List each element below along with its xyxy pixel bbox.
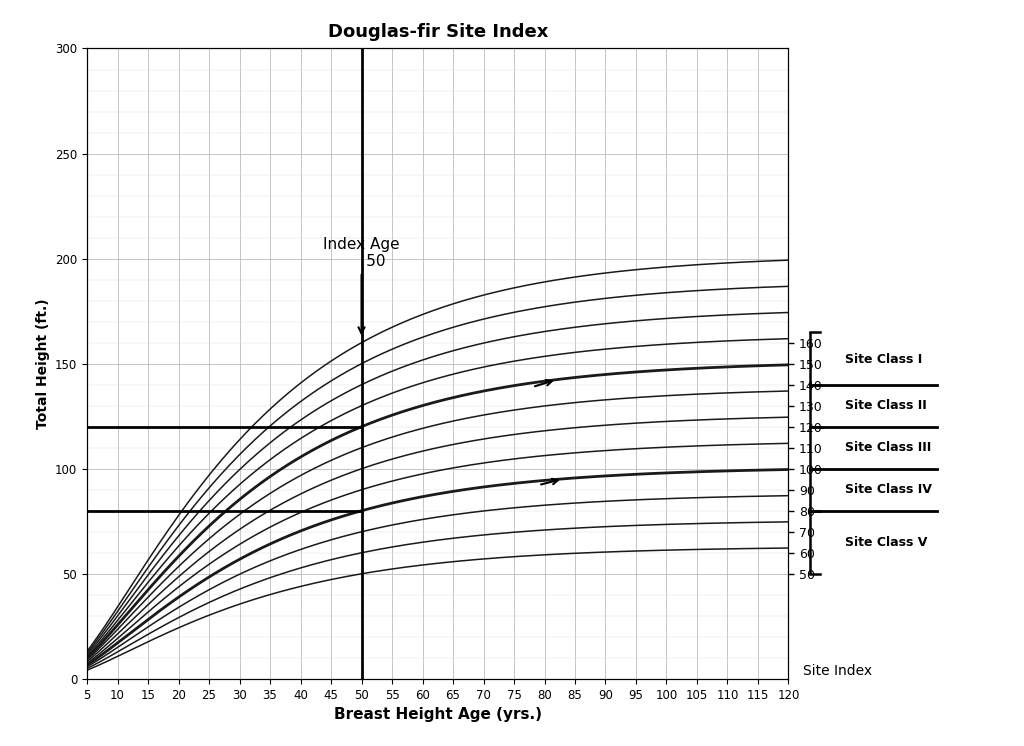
Text: Site Class I: Site Class I [845,353,922,366]
Text: Site Index: Site Index [803,664,871,677]
Text: Site Class II: Site Class II [845,399,927,413]
Text: Site Class III: Site Class III [845,441,931,454]
Title: Douglas-fir Site Index: Douglas-fir Site Index [328,23,548,41]
Text: Index Age
      50: Index Age 50 [324,236,399,333]
Text: Site Class IV: Site Class IV [845,483,932,496]
Y-axis label: Total Height (ft.): Total Height (ft.) [36,298,49,429]
Text: Site Class V: Site Class V [845,536,927,549]
X-axis label: Breast Height Age (yrs.): Breast Height Age (yrs.) [334,707,542,722]
